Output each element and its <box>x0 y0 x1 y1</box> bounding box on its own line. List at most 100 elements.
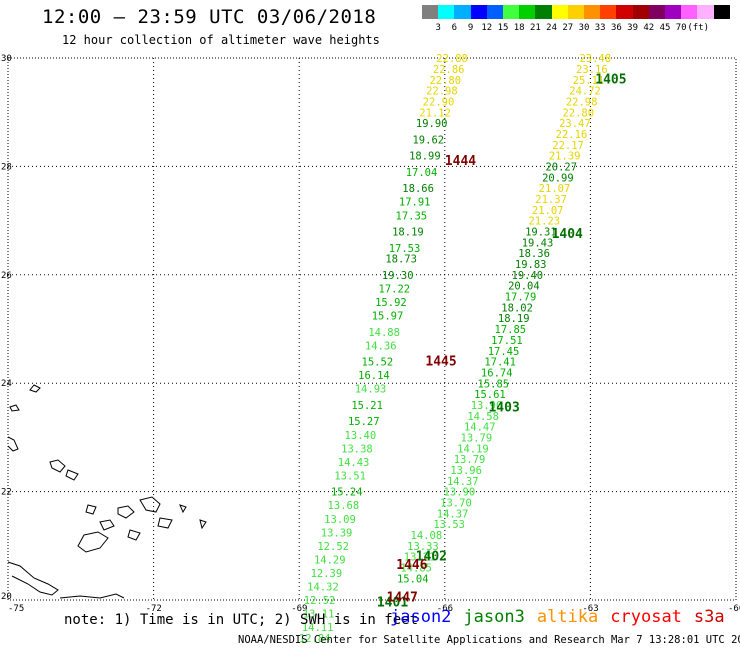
pass-value-label: 15.04 <box>397 573 429 585</box>
colorbar-swatch <box>584 5 601 19</box>
pass-value-label: 14.93 <box>355 384 387 396</box>
colorbar-label: 21 <box>529 23 541 33</box>
coastline-segment <box>7 436 19 452</box>
satellite-cryosat: cryosat <box>610 607 682 627</box>
colorbar-swatch <box>486 5 504 19</box>
pass-value-label: 23.48 <box>579 53 611 65</box>
pass-value-label: 13.09 <box>324 514 356 526</box>
colorbar-label: 15 <box>497 23 509 33</box>
pass-value-label: 21.39 <box>549 151 581 163</box>
pass-value-label: 17.22 <box>379 283 411 295</box>
pass-value-label: 19.90 <box>416 118 448 130</box>
pass-value-label: 20.04 <box>508 281 540 293</box>
pass-value-label: 18.66 <box>402 183 434 195</box>
pass-value-label: 19.83 <box>515 259 547 271</box>
lat-tick-label: 26 <box>1 271 12 281</box>
pass-value-label: 17.79 <box>505 292 537 304</box>
pass-value-label: 23.47 <box>559 118 591 130</box>
lon-tick-label: -75 <box>8 604 24 614</box>
pass-value-label: 14.08 <box>411 530 443 542</box>
pass-value-label: 13.96 <box>450 465 482 477</box>
pass-value-label: 15.52 <box>362 357 394 369</box>
colorbar-label: 45 <box>659 23 671 33</box>
pass-value-label: 21.37 <box>535 194 567 206</box>
pass-value-label: 15.92 <box>375 297 407 309</box>
pass-id-label: 1403 <box>488 401 519 416</box>
lat-tick-label: 20 <box>1 592 12 602</box>
colorbar-swatch <box>632 5 650 19</box>
pass-value-label: 14.47 <box>464 422 496 434</box>
pass-value-label: 17.91 <box>399 197 431 209</box>
pass-value-label: 12.52 <box>317 541 349 553</box>
pass-value-label: 13.70 <box>440 498 472 510</box>
colorbar-label: 39 <box>627 23 639 33</box>
colorbar-swatch <box>681 5 698 19</box>
colorbar-label: 70 <box>675 23 687 33</box>
pass-value-label: 18.19 <box>392 227 424 239</box>
pass-value-label: 14.85 <box>400 563 432 575</box>
colorbar-label: 27 <box>562 23 574 33</box>
pass-value-label: 13.79 <box>461 432 493 444</box>
satellite-s3a: s3a <box>693 607 725 627</box>
pass-value-label: 13.51 <box>334 470 366 482</box>
pass-value-label: 22.88 <box>436 53 468 65</box>
colorbar-swatch <box>713 5 731 19</box>
pass-value-label: 22.90 <box>423 96 455 108</box>
pass-value-label: 15.24 <box>331 487 363 499</box>
coastline-segment <box>179 504 187 514</box>
colorbar-label: 3 <box>435 23 441 33</box>
coastline-segment <box>29 384 41 393</box>
credit-line: NOAA/NESDIS Center for Satellite Applica… <box>238 634 740 646</box>
colorbar-swatch <box>422 5 439 19</box>
pass-value-label: 18.36 <box>518 248 550 260</box>
pass-value-label: 18.73 <box>385 254 417 266</box>
pass-id-label: 1447 <box>387 590 418 605</box>
pass-value-label: 21.07 <box>532 205 564 217</box>
colorbar-label: 30 <box>578 23 590 33</box>
colorbar-label: 42 <box>643 23 655 33</box>
pass-value-label: 14.29 <box>314 554 346 566</box>
pass-value-label: 13.39 <box>321 527 353 539</box>
pass-value-label: 16.14 <box>358 370 390 382</box>
colorbar-swatch <box>600 5 617 19</box>
satellite-altika: altika <box>536 607 599 627</box>
pass-value-label: 19.43 <box>522 237 554 249</box>
footer-note: note: 1) Time is in UTC; 2) SWH is in fe… <box>64 612 419 628</box>
pass-value-label: 19.31 <box>525 227 557 239</box>
pass-value-label: 16.74 <box>481 367 513 379</box>
pass-value-label: 23.16 <box>576 64 608 76</box>
pass-value-label: 17.04 <box>406 167 438 179</box>
pass-value-label: 13.90 <box>471 400 503 412</box>
pass-value-label: 15.27 <box>348 416 380 428</box>
pass-value-label: 22.98 <box>566 96 598 108</box>
colorbar-swatch <box>438 5 455 19</box>
coastline-segment <box>49 459 66 473</box>
lat-tick-label: 28 <box>1 162 12 172</box>
pass-value-label: 14.58 <box>467 411 499 423</box>
pass-value-label: 22.98 <box>426 86 458 98</box>
pass-value-label: 13.33 <box>407 541 439 553</box>
pass-value-label: 13.68 <box>328 500 360 512</box>
lat-tick-label: 22 <box>1 488 12 498</box>
colorbar-swatch <box>697 5 715 19</box>
pass-id-label: 1446 <box>396 558 427 573</box>
pass-value-label: 13.21 <box>404 552 436 564</box>
colorbar-swatch <box>535 5 553 19</box>
pass-value-label: 13.53 <box>433 519 465 531</box>
pass-value-label: 13.90 <box>444 487 476 499</box>
coastline-segment <box>65 469 79 481</box>
pass-value-label: 13.79 <box>454 454 486 466</box>
pass-id-label: 1444 <box>445 154 476 169</box>
pass-value-label: 17.53 <box>389 243 421 255</box>
pass-id-label: 1404 <box>552 227 583 242</box>
pass-value-label: 13.11 <box>303 609 335 621</box>
colorbar-label: 24 <box>546 23 558 33</box>
lon-tick-label: -69 <box>291 604 307 614</box>
colorbar-label: (ft) <box>687 23 710 33</box>
coastline-segment <box>117 505 135 519</box>
pass-value-label: 17.41 <box>484 357 516 369</box>
pass-value-label: 25.11 <box>573 75 605 87</box>
pass-value-label: 22.86 <box>433 64 465 76</box>
pass-value-label: 14.37 <box>447 476 479 488</box>
colorbar-swatch <box>567 5 585 19</box>
